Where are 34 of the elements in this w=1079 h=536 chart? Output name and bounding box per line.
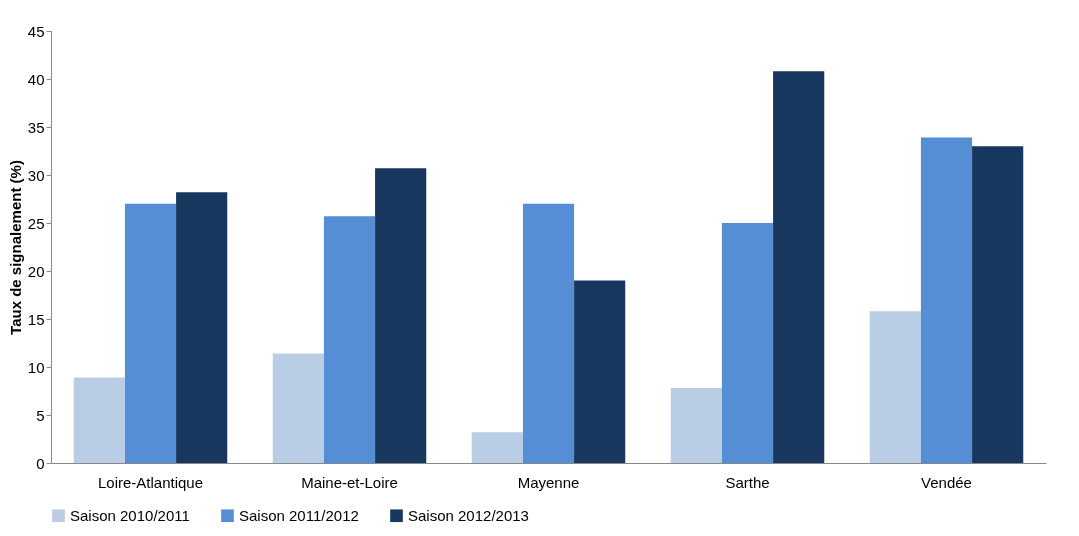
bar	[972, 146, 1024, 463]
y-tick-label: 45	[27, 22, 45, 40]
x-tick-label: Vendée	[921, 473, 972, 491]
bar	[522, 203, 575, 463]
x-tick-label: Sarthe	[725, 473, 770, 491]
bar	[471, 432, 523, 463]
y-axis-title: Taux de signalement (%)	[6, 160, 24, 335]
bar	[773, 71, 825, 463]
bar	[124, 203, 177, 463]
bar	[176, 192, 228, 463]
y-tick-label: 20	[27, 262, 45, 280]
y-tick-label: 30	[27, 166, 45, 184]
bar	[574, 280, 626, 463]
y-tick-label: 35	[27, 118, 45, 136]
y-tick-label: 40	[27, 70, 45, 88]
legend-label: Saison 2011/2012	[239, 506, 359, 524]
y-tick-label: 5	[36, 406, 45, 424]
bar	[920, 137, 973, 463]
bar	[323, 216, 376, 463]
x-tick-label: Maine-et-Loire	[301, 473, 398, 491]
x-tick-label: Loire-Atlantique	[97, 473, 204, 491]
bar	[73, 377, 125, 463]
y-tick-label: 25	[27, 214, 45, 232]
bar	[869, 311, 921, 463]
y-tick-label: 10	[27, 358, 45, 376]
bar	[670, 388, 722, 463]
legend-label: Saison 2010/2011	[70, 506, 190, 524]
bar	[721, 223, 774, 463]
bar	[272, 353, 324, 463]
x-tick-label: Mayenne	[517, 473, 580, 491]
y-tick-label: 0	[36, 454, 45, 472]
bar	[375, 168, 427, 463]
legend-label: Saison 2012/2013	[408, 506, 529, 524]
y-tick-label: 15	[27, 310, 45, 328]
